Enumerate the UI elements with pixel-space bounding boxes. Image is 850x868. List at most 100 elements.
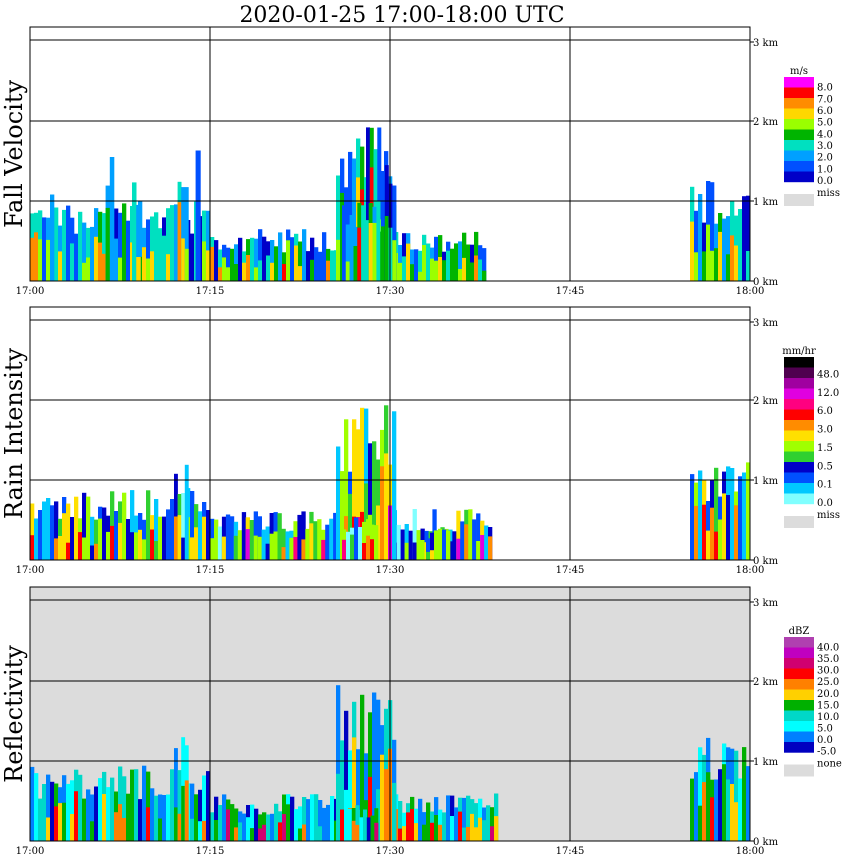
echo-column xyxy=(218,805,223,841)
echo-core xyxy=(106,531,111,560)
echo-core xyxy=(282,264,287,281)
echo-column xyxy=(380,231,385,281)
echo-core xyxy=(114,238,119,281)
x-tick-label: 18:00 xyxy=(736,286,765,297)
colorbar-label: 48.0 xyxy=(817,369,839,380)
echo-core xyxy=(702,782,707,841)
echo-column xyxy=(363,809,367,841)
echo-column xyxy=(66,503,71,560)
colorbar-label: 15.0 xyxy=(817,700,839,711)
y-tick-label: 1 km xyxy=(753,197,779,208)
echo-core xyxy=(86,257,91,281)
echo-core xyxy=(142,247,147,281)
echo-core xyxy=(118,522,123,560)
colorbar-label: 5.0 xyxy=(817,723,833,734)
echo-column xyxy=(746,195,751,281)
echo-column xyxy=(250,237,255,281)
echo-core xyxy=(368,776,373,841)
echo-core xyxy=(257,536,262,560)
echo-column xyxy=(718,769,723,841)
echo-core xyxy=(98,518,103,560)
echo-core xyxy=(430,550,435,560)
echo-column xyxy=(358,527,363,560)
echo-core xyxy=(321,539,326,560)
colorbar-swatch xyxy=(784,409,814,421)
echo-region xyxy=(132,182,141,281)
echo-column xyxy=(166,509,171,560)
echo-column xyxy=(336,685,341,841)
colorbar-swatch xyxy=(784,87,814,99)
echo-core xyxy=(258,260,263,281)
colorbar-label: 0.0 xyxy=(817,498,833,509)
echo-column xyxy=(174,204,178,281)
echo-column xyxy=(217,526,223,560)
echo-column xyxy=(285,531,290,560)
echo-core xyxy=(202,516,207,560)
echo-column xyxy=(360,694,365,841)
echo-column xyxy=(122,492,127,560)
echo-column xyxy=(690,778,695,841)
echo-core xyxy=(438,257,443,281)
x-tick-label: 17:30 xyxy=(376,286,405,297)
echo-core xyxy=(74,791,79,841)
echo-column xyxy=(78,774,83,841)
echo-core xyxy=(706,530,711,560)
echo-column xyxy=(345,224,350,281)
echo-core xyxy=(58,536,63,560)
echo-core xyxy=(380,466,385,560)
echo-core xyxy=(730,235,735,281)
echo-core xyxy=(490,826,495,841)
echo-column xyxy=(166,794,171,841)
echo-region xyxy=(195,150,201,281)
echo-core xyxy=(714,531,719,560)
echo-core xyxy=(174,516,178,560)
echo-column xyxy=(126,220,131,281)
echo-core xyxy=(293,537,298,560)
colorbar-label: 2.0 xyxy=(817,153,833,164)
echo-column xyxy=(482,248,487,281)
echo-region xyxy=(690,462,751,560)
echo-column xyxy=(234,808,239,841)
echo-core xyxy=(181,537,186,560)
echo-column xyxy=(306,799,311,841)
echo-column xyxy=(306,251,311,281)
echo-region xyxy=(342,201,385,281)
colorbar-label: 8.0 xyxy=(817,83,833,94)
echo-column xyxy=(738,778,743,841)
echo-core xyxy=(282,814,287,841)
colorbar-swatch xyxy=(784,462,814,473)
echo-core xyxy=(198,821,203,841)
echo-region xyxy=(174,464,189,560)
echo-core xyxy=(398,262,403,281)
echo-core xyxy=(46,239,51,281)
echo-core xyxy=(422,245,427,281)
echo-column xyxy=(456,510,461,560)
x-tick-label: 17:45 xyxy=(556,286,585,297)
echo-column xyxy=(325,524,330,560)
echo-core xyxy=(138,529,143,560)
echo-core xyxy=(177,515,182,560)
echo-core xyxy=(710,250,715,281)
echo-core xyxy=(410,264,415,281)
echo-column xyxy=(298,241,303,281)
echo-core xyxy=(714,248,719,281)
echo-core xyxy=(348,493,353,560)
echo-column xyxy=(206,510,211,560)
echo-column xyxy=(408,530,413,560)
echo-column xyxy=(66,205,71,281)
echo-column xyxy=(170,205,175,281)
colorbar-missing-swatch xyxy=(784,764,814,777)
echo-core xyxy=(698,805,703,841)
colorbar-unit: dBZ xyxy=(789,626,810,637)
echo-core xyxy=(718,519,723,560)
colorbar-label: 6.0 xyxy=(817,106,833,117)
colorbar-unit: m/s xyxy=(790,66,808,77)
echo-core xyxy=(181,238,186,281)
echo-core xyxy=(166,254,171,281)
echo-column xyxy=(181,493,186,560)
echo-core xyxy=(456,538,461,560)
echo-column xyxy=(110,491,115,560)
echo-column xyxy=(281,528,286,560)
echo-core xyxy=(177,813,182,841)
echo-core xyxy=(177,202,182,281)
